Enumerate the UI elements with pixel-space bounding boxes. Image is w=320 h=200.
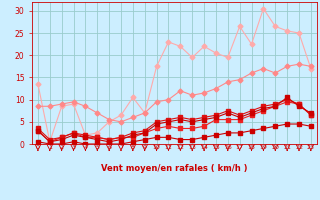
X-axis label: Vent moyen/en rafales ( km/h ): Vent moyen/en rafales ( km/h ) <box>101 164 248 173</box>
